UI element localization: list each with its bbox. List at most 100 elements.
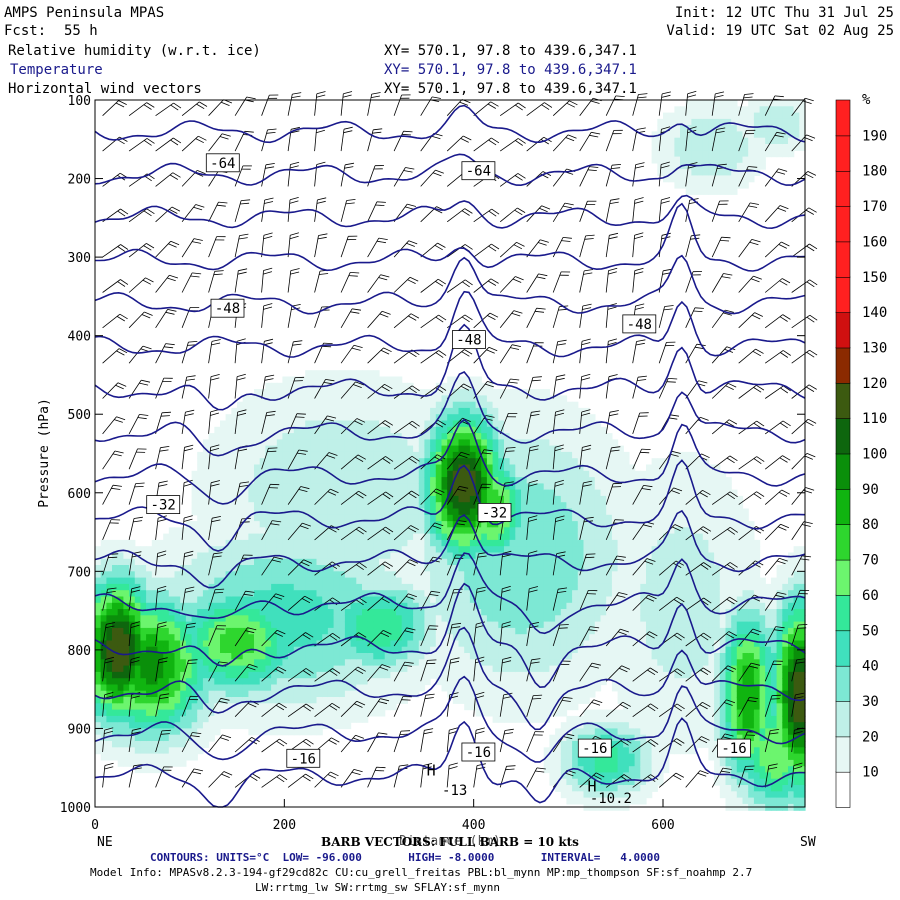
rh-cell xyxy=(327,590,335,598)
rh-cell xyxy=(265,659,272,667)
rh-cell xyxy=(413,502,420,510)
rh-cell xyxy=(163,671,170,679)
rh-cell xyxy=(231,477,238,484)
rh-cell xyxy=(117,640,124,648)
rh-cell xyxy=(254,445,261,453)
rh-cell xyxy=(486,653,494,660)
rh-cell xyxy=(220,527,227,535)
rh-cell xyxy=(640,571,647,579)
rh-cell xyxy=(310,602,318,610)
rh-cell xyxy=(379,439,386,447)
rh-cell xyxy=(390,583,397,591)
rh-cell xyxy=(560,615,568,623)
rh-cell xyxy=(589,627,596,635)
rh-cell xyxy=(447,483,454,491)
rh-cell xyxy=(589,533,596,541)
rh-cell xyxy=(555,451,562,459)
rh-cell xyxy=(452,602,460,610)
rh-cell xyxy=(265,414,272,422)
rh-cell xyxy=(413,583,420,591)
rh-cell xyxy=(498,565,505,572)
rh-cell xyxy=(248,546,255,554)
rh-cell xyxy=(481,483,488,491)
rh-cell xyxy=(95,602,102,610)
rh-cell xyxy=(555,521,562,528)
rh-cell xyxy=(469,602,477,610)
rh-cell xyxy=(396,401,403,409)
rh-cell xyxy=(515,546,522,554)
rh-cell xyxy=(293,495,301,503)
rh-cell xyxy=(310,527,318,535)
rh-cell xyxy=(174,539,181,547)
rh-cell xyxy=(407,653,414,660)
rh-cell xyxy=(214,458,221,466)
rh-cell xyxy=(509,697,516,704)
rh-cell xyxy=(356,376,363,384)
rh-cell xyxy=(577,671,585,679)
rh-cell xyxy=(526,609,533,616)
rh-cell xyxy=(413,665,420,673)
rh-cell xyxy=(481,634,488,642)
rh-cell xyxy=(606,464,613,472)
rh-cell xyxy=(373,533,380,541)
rh-cell xyxy=(271,627,278,635)
rh-cell xyxy=(606,508,613,516)
rh-cell xyxy=(220,684,227,692)
rh-cell xyxy=(197,747,204,755)
rh-cell xyxy=(367,640,374,648)
rh-cell xyxy=(129,678,136,686)
rh-cell xyxy=(435,659,443,667)
rh-cell xyxy=(339,433,346,440)
rh-cell xyxy=(237,489,244,497)
rh-cell xyxy=(390,483,397,491)
rh-cell xyxy=(509,646,516,654)
rh-cell xyxy=(611,627,619,635)
rh-cell xyxy=(577,407,585,415)
rh-cell xyxy=(606,797,613,805)
rh-cell xyxy=(174,715,181,723)
rh-cell xyxy=(197,690,204,698)
rh-cell xyxy=(481,489,488,497)
rh-cell xyxy=(583,533,590,541)
rh-cell xyxy=(254,514,261,522)
rh-cell xyxy=(447,539,454,547)
rh-cell xyxy=(418,477,426,484)
rh-cell xyxy=(583,697,590,704)
rh-cell xyxy=(560,653,568,660)
rh-cell xyxy=(492,596,499,604)
rh-cell xyxy=(185,621,193,629)
rh-cell xyxy=(168,753,176,761)
rh-cell xyxy=(208,451,215,459)
rh-cell xyxy=(623,791,630,799)
rh-cell xyxy=(646,514,653,522)
rh-cell xyxy=(401,514,408,522)
rh-cell xyxy=(498,458,505,466)
rh-cell xyxy=(271,514,278,522)
rh-cell xyxy=(617,458,624,466)
rh-cell xyxy=(555,602,562,610)
rh-cell xyxy=(555,747,562,755)
rh-cell xyxy=(254,502,261,510)
rh-cell xyxy=(310,646,318,654)
rh-cell xyxy=(333,678,340,686)
rh-cell xyxy=(327,571,335,579)
rh-cell xyxy=(231,678,238,686)
rh-cell xyxy=(475,684,482,692)
rh-cell xyxy=(646,464,653,472)
rh-cell xyxy=(384,539,391,547)
rh-cell xyxy=(606,571,613,579)
rh-cell xyxy=(112,709,119,717)
rh-cell xyxy=(606,489,613,497)
rh-cell xyxy=(299,401,306,409)
rh-cell xyxy=(333,477,340,484)
rh-cell xyxy=(509,684,516,692)
rh-cell xyxy=(628,665,636,673)
rh-cell xyxy=(214,665,221,673)
rh-cell xyxy=(538,596,545,604)
rh-cell xyxy=(293,489,301,497)
rh-cell xyxy=(367,539,374,547)
rh-cell xyxy=(123,728,130,736)
rh-cell xyxy=(441,653,448,660)
rh-cell xyxy=(447,470,454,478)
rh-cell xyxy=(600,565,607,572)
